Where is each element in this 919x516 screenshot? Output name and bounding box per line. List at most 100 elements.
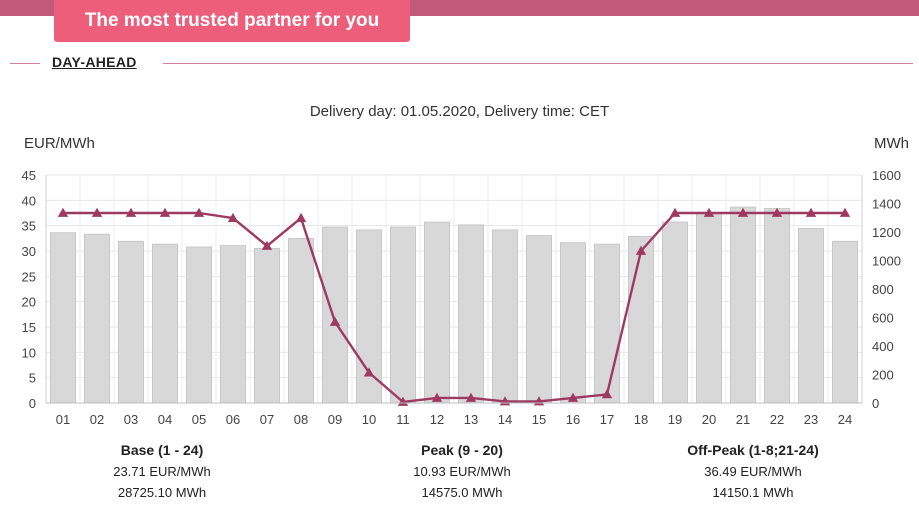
summary-peak-volume: 14575.0 MWh — [421, 485, 503, 500]
price-point-marker — [125, 207, 137, 217]
price-point-marker — [805, 207, 817, 217]
section-rule-right — [163, 63, 913, 64]
volume-bar — [152, 243, 178, 404]
x-tick-label: 19 — [668, 412, 682, 427]
price-point-marker — [295, 212, 307, 222]
volume-bar — [764, 208, 790, 404]
summary-peak-title: Peak (9 - 20) — [421, 442, 503, 458]
summary-base-title: Base (1 - 24) — [120, 442, 204, 458]
y-right-tick-label: 1600 — [872, 168, 901, 183]
volume-bar — [662, 221, 688, 404]
price-point-marker — [601, 389, 613, 399]
summary-base-volume: 28725.10 MWh — [117, 485, 207, 500]
y-left-tick-label: 15 — [22, 320, 36, 335]
x-tick-label: 24 — [838, 412, 852, 427]
summary-peak-price: 10.93 EUR/MWh — [413, 464, 511, 479]
volume-bar — [254, 247, 280, 404]
x-tick-label: 03 — [124, 412, 138, 427]
price-line — [57, 207, 851, 406]
price-point-marker — [397, 396, 409, 406]
y-right-unit-label: MWh — [874, 135, 909, 152]
price-point-marker — [771, 207, 783, 217]
summary-base-price: 23.71 EUR/MWh — [113, 464, 211, 479]
volume-bar — [390, 226, 416, 404]
y-right-tick-label: 400 — [872, 339, 894, 354]
chart-axes: 0510152025303540450200400600800100012001… — [22, 168, 901, 427]
price-point-marker — [227, 212, 239, 222]
section-header: DAY-AHEAD — [0, 52, 919, 74]
x-tick-label: 01 — [56, 412, 70, 427]
x-tick-label: 08 — [294, 412, 308, 427]
x-tick-label: 02 — [90, 412, 104, 427]
x-tick-label: 16 — [566, 412, 580, 427]
price-point-marker — [737, 207, 749, 217]
y-right-tick-label: 1400 — [872, 197, 901, 212]
y-left-unit-label: EUR/MWh — [24, 135, 95, 152]
volume-bars — [50, 206, 858, 404]
volume-bar — [220, 245, 246, 404]
summary-offpeak-title: Off-Peak (1-8;21-24) — [687, 442, 819, 458]
y-left-tick-label: 30 — [22, 244, 36, 259]
x-tick-label: 07 — [260, 412, 274, 427]
volume-bar — [322, 226, 348, 404]
y-right-tick-label: 200 — [872, 368, 894, 383]
volume-bar — [594, 243, 620, 404]
volume-bar — [84, 233, 110, 404]
price-point-marker — [363, 367, 375, 377]
section-title[interactable]: DAY-AHEAD — [52, 54, 137, 70]
day-ahead-chart: 0510152025303540450200400600800100012001… — [22, 168, 901, 427]
y-left-tick-label: 10 — [22, 345, 36, 360]
volume-bar — [186, 246, 212, 404]
y-right-tick-label: 0 — [872, 396, 879, 411]
x-tick-label: 13 — [464, 412, 478, 427]
volume-bar — [288, 238, 314, 404]
price-point-marker — [431, 392, 443, 402]
price-point-marker — [465, 392, 477, 402]
volume-bar — [730, 206, 756, 404]
price-line-path — [63, 211, 845, 404]
x-tick-label: 10 — [362, 412, 376, 427]
x-tick-label: 09 — [328, 412, 342, 427]
volume-bar — [560, 242, 586, 404]
x-tick-label: 05 — [192, 412, 206, 427]
y-left-tick-label: 35 — [22, 219, 36, 234]
price-point-marker — [703, 207, 715, 217]
price-point-marker — [329, 316, 341, 326]
price-point-marker — [839, 207, 851, 217]
price-point-marker — [91, 207, 103, 217]
tagline-banner: The most trusted partner for you — [54, 0, 410, 42]
volume-bar — [696, 212, 722, 404]
summary-offpeak-price: 36.49 EUR/MWh — [704, 464, 802, 479]
y-left-tick-label: 25 — [22, 269, 36, 284]
volume-bar — [526, 235, 552, 404]
y-right-tick-label: 1200 — [872, 225, 901, 240]
volume-bar — [628, 235, 654, 404]
x-tick-label: 20 — [702, 412, 716, 427]
price-point-marker — [669, 207, 681, 217]
price-point-marker — [261, 240, 273, 250]
x-tick-label: 14 — [498, 412, 512, 427]
summary-offpeak: Off-Peak (1-8;21-24) 36.49 EUR/MWh 14150… — [653, 440, 853, 503]
y-left-tick-label: 0 — [29, 396, 36, 411]
volume-bar — [424, 221, 450, 404]
volume-bar — [118, 240, 144, 404]
x-tick-label: 23 — [804, 412, 818, 427]
y-left-tick-label: 20 — [22, 295, 36, 310]
y-left-tick-label: 5 — [29, 371, 36, 386]
volume-bar — [832, 240, 858, 404]
x-tick-label: 18 — [634, 412, 648, 427]
y-right-tick-label: 800 — [872, 282, 894, 297]
y-left-tick-label: 40 — [22, 193, 36, 208]
volume-bar — [492, 229, 518, 404]
x-tick-label: 21 — [736, 412, 750, 427]
x-tick-label: 11 — [396, 412, 410, 427]
volume-bar — [458, 224, 484, 404]
x-tick-label: 04 — [158, 412, 172, 427]
x-tick-label: 17 — [600, 412, 614, 427]
volume-bar — [356, 229, 382, 404]
volume-bar — [50, 232, 76, 404]
summary-offpeak-volume: 14150.1 MWh — [712, 485, 794, 500]
x-tick-label: 06 — [226, 412, 240, 427]
x-tick-label: 22 — [770, 412, 784, 427]
chart-title: Delivery day: 01.05.2020, Delivery time:… — [309, 103, 610, 120]
